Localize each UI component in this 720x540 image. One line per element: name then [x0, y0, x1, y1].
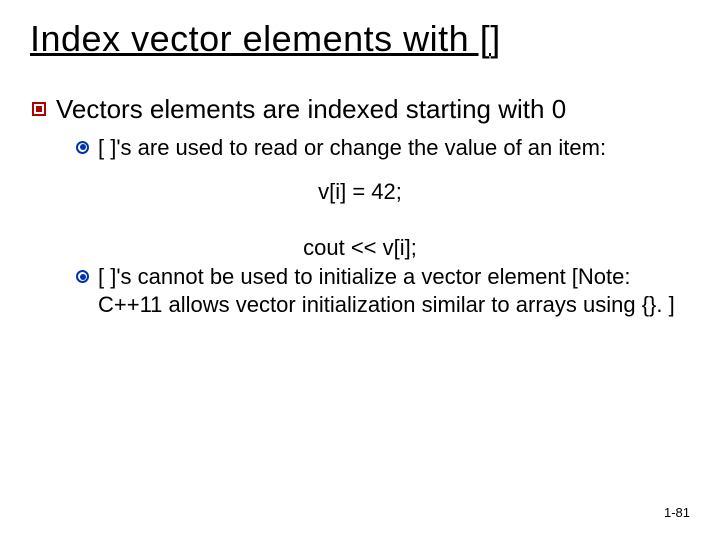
sub-bullet-2-text: [ ]'s cannot be used to initialize a vec… [98, 263, 678, 318]
square-bullet-icon [32, 102, 46, 116]
slide-title: Index vector elements with [] [30, 18, 690, 59]
bullet-level-2: [ ]'s are used to read or change the val… [76, 134, 690, 162]
circle-bullet-icon [76, 270, 89, 283]
bullet-level-2: [ ]'s cannot be used to initialize a vec… [76, 263, 690, 318]
sub-bullet-1-text: [ ]'s are used to read or change the val… [98, 134, 606, 162]
page-number: 1-81 [664, 505, 690, 520]
circle-bullet-icon [76, 141, 89, 154]
code-example-1: v[i] = 42; [30, 179, 690, 205]
bullet-level-1: Vectors elements are indexed starting wi… [30, 93, 690, 126]
code-example-2: cout << v[i]; [30, 235, 690, 261]
slide: Index vector elements with [] Vectors el… [0, 0, 720, 540]
bullet-1-text: Vectors elements are indexed starting wi… [56, 93, 566, 126]
